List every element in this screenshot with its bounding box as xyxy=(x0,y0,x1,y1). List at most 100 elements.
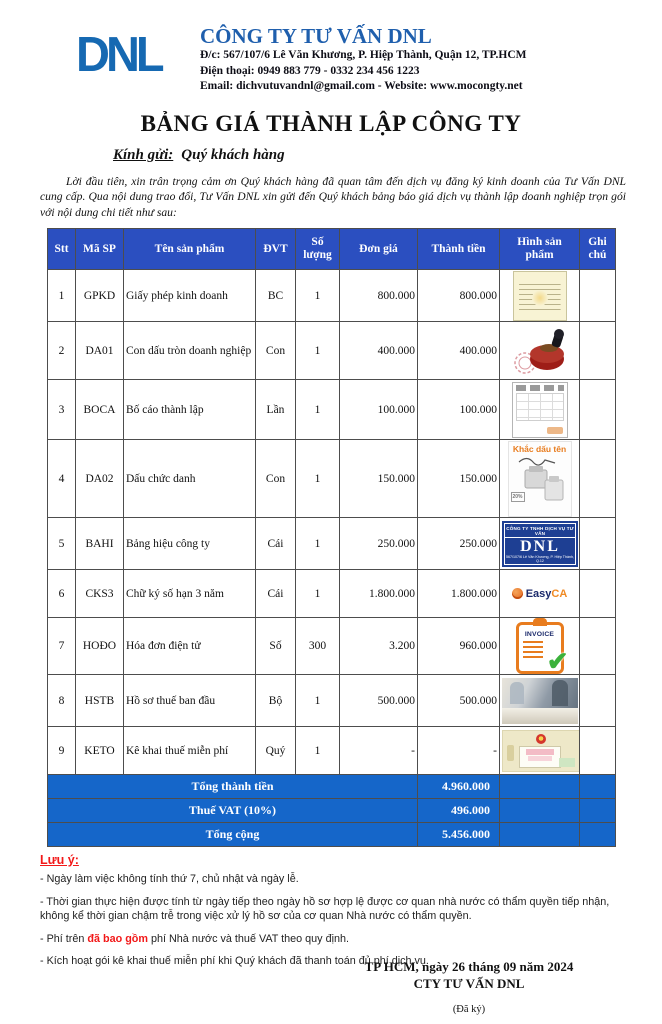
summary-empty-image xyxy=(499,822,580,847)
person-left xyxy=(510,681,524,704)
price-table: Stt Mã SP Tên sản phẩm ĐVT Số lượng Đơn giá Th… xyxy=(47,228,616,847)
signature-block: TP HCM, ngày 26 tháng 09 năm 2024 CTY TƯ… xyxy=(304,958,634,1024)
doc-table-grid xyxy=(515,392,564,421)
cell-product-code: DA01 xyxy=(75,321,124,380)
cell-amount: 1.800.000 xyxy=(417,569,500,618)
note-text: - Ngày làm việc không tính thứ 7, chủ nh… xyxy=(40,873,299,885)
summary-empty-note xyxy=(579,798,616,823)
cell-unit-price: 150.000 xyxy=(339,439,418,518)
table-row: 2 DA01 Con dấu tròn doanh nghiệp Con 1 400.00… xyxy=(47,321,616,380)
business-license-photo xyxy=(512,270,567,321)
cell-product-code: BOCA xyxy=(75,379,124,440)
cell-product-image xyxy=(499,269,580,322)
header-cell-7: Hình sản phẩm xyxy=(499,228,580,270)
cell-product-name: Bảng hiệu công ty xyxy=(123,517,256,570)
date-line: TP HCM, ngày 26 tháng 09 năm 2024 xyxy=(364,959,574,974)
summary-value: 496.000 xyxy=(417,798,500,823)
company-email-website: Email: dichvutuvandnl@gmail.com - Websit… xyxy=(200,80,523,92)
cell-note xyxy=(579,379,616,440)
summary-row-2: Tổng cộng 5.456.000 xyxy=(47,822,616,847)
header-cell-8: Ghi chú xyxy=(579,228,616,270)
cell-amount: 800.000 xyxy=(417,269,500,322)
table-row: 7 HOĐO Hóa đơn điện tử Số 300 3.200 960.000 INV… xyxy=(47,617,616,675)
cell-unit: Bộ xyxy=(255,674,296,727)
cell-quantity: 1 xyxy=(295,439,340,518)
notes-section: Lưu ý: - Ngày làm việc không tính thứ 7,… xyxy=(40,853,634,969)
cell-note xyxy=(579,321,616,380)
note-text: - Kích hoạt gói kê khai thuế miễn phí kh… xyxy=(40,955,429,967)
company-address: Đ/c: 567/107/6 Lê Văn Khương, P. Hiệp Th… xyxy=(200,49,527,61)
cell-unit: Cái xyxy=(255,517,296,570)
notes-list: - Ngày làm việc không tính thứ 7, chủ nh… xyxy=(40,872,634,969)
cell-unit: Số xyxy=(255,617,296,675)
cell-product-image xyxy=(499,674,580,727)
cell-amount: 100.000 xyxy=(417,379,500,440)
summary-empty-note xyxy=(579,774,616,799)
greeting-value: Quý khách hàng xyxy=(181,146,285,163)
cell-note xyxy=(579,569,616,618)
easyca-logo: Easy CA xyxy=(511,588,567,600)
greeting-label: Kính gửi: xyxy=(113,146,174,163)
note-text: phí Nhà nước và thuế VAT theo quy định. xyxy=(148,932,349,945)
cell-product-name: Con dấu tròn doanh nghiệp xyxy=(123,321,256,380)
letterhead: DNL CÔNG TY TƯ VẤN DNL Đ/c: 567/107/6 Lê… xyxy=(0,0,662,95)
summary-empty-note xyxy=(579,822,616,847)
company-info-block: CÔNG TY TƯ VẤN DNL Đ/c: 567/107/6 Lê Văn… xyxy=(198,24,527,95)
cell-product-name: Kê khai thuế miễn phí xyxy=(123,726,256,775)
easyca-globe-icon xyxy=(511,588,523,600)
table-row: 6 CKS3 Chữ ký số hạn 3 năm Cái 1 1.800.000 1.8… xyxy=(47,569,616,618)
company-name: CÔNG TY TƯ VẤN DNL xyxy=(200,24,432,48)
table-row: 9 KETO Kê khai thuế miễn phí Quý 1- - xyxy=(47,726,616,775)
cell-stt: 8 xyxy=(47,674,76,727)
cell-unit-price: 250.000 xyxy=(339,517,418,570)
cell-product-name: Bố cáo thành lập xyxy=(123,379,256,440)
cell-unit-price: 1.800.000 xyxy=(339,569,418,618)
document-title: BẢNG GIÁ THÀNH LẬP CÔNG TY xyxy=(140,110,522,136)
cell-amount: 500.000 xyxy=(417,674,500,727)
cell-amount: - xyxy=(417,726,500,775)
cell-product-name: Chữ ký số hạn 3 năm xyxy=(123,569,256,618)
green-check-icon: ✔ xyxy=(546,647,569,675)
announcement-doc-photo xyxy=(511,381,568,438)
cell-quantity: 1 xyxy=(295,517,340,570)
cell-note xyxy=(579,439,616,518)
doc-stamp-mark xyxy=(546,426,563,434)
header-cell-0: Stt xyxy=(47,228,76,270)
summary-label: Thuế VAT (10%) xyxy=(47,798,418,823)
summary-label: Tổng cộng xyxy=(47,822,418,847)
desk-documents xyxy=(502,707,578,724)
note-text: - Phí trên xyxy=(40,932,88,945)
cell-amount: 250.000 xyxy=(417,517,500,570)
cell-quantity: 1 xyxy=(295,569,340,618)
table-row: 4 DA02 Dấu chức danh Con 1 150.000 150.000 Khắc… xyxy=(47,439,616,518)
cell-quantity: 1 xyxy=(295,269,340,322)
invoice-label: INVOICE xyxy=(524,631,555,638)
company-sign-photo: CÔNG TY TNHH DỊCH VỤ TƯ VẤN DNL 567/107/6 … xyxy=(502,520,578,567)
cell-note xyxy=(579,269,616,322)
cell-product-name: Dấu chức danh xyxy=(123,439,256,518)
cell-note xyxy=(579,617,616,675)
cell-unit-price: 100.000 xyxy=(339,379,418,440)
cell-unit: Con xyxy=(255,439,296,518)
note-item-3: - Kích hoạt gói kê khai thuế miễn phí kh… xyxy=(40,954,634,969)
cell-product-image: CÔNG TY TNHH DỊCH VỤ TƯ VẤN DNL 567/107/6 … xyxy=(499,517,580,570)
signed-note: (Đã ký) xyxy=(452,1004,486,1015)
dnl-logo: DNL xyxy=(76,25,165,82)
cell-unit: Con xyxy=(255,321,296,380)
cell-product-name: Hóa đơn điện tử xyxy=(123,617,256,675)
note-item-0: - Ngày làm việc không tính thứ 7, chủ nh… xyxy=(40,872,634,887)
note-text: - Thời gian thực hiện được tính từ ngày … xyxy=(40,895,610,923)
company-sign-inner: CÔNG TY TNHH DỊCH VỤ TƯ VẤN DNL 567/107/6 … xyxy=(504,522,576,565)
cell-quantity: 1 xyxy=(295,379,340,440)
summary-value: 5.456.000 xyxy=(417,822,500,847)
tax-green-strip xyxy=(559,757,575,767)
office-photo xyxy=(502,677,578,724)
notes-title: Lưu ý: xyxy=(40,853,79,867)
cell-product-code: HOĐO xyxy=(75,617,124,675)
cell-unit: Quý xyxy=(255,726,296,775)
cell-product-image xyxy=(499,321,580,380)
sign-dnl: DNL xyxy=(520,537,560,555)
person-right xyxy=(552,679,568,706)
header-cell-6: Thành tiền xyxy=(417,228,500,270)
cell-unit: Lần xyxy=(255,379,296,440)
